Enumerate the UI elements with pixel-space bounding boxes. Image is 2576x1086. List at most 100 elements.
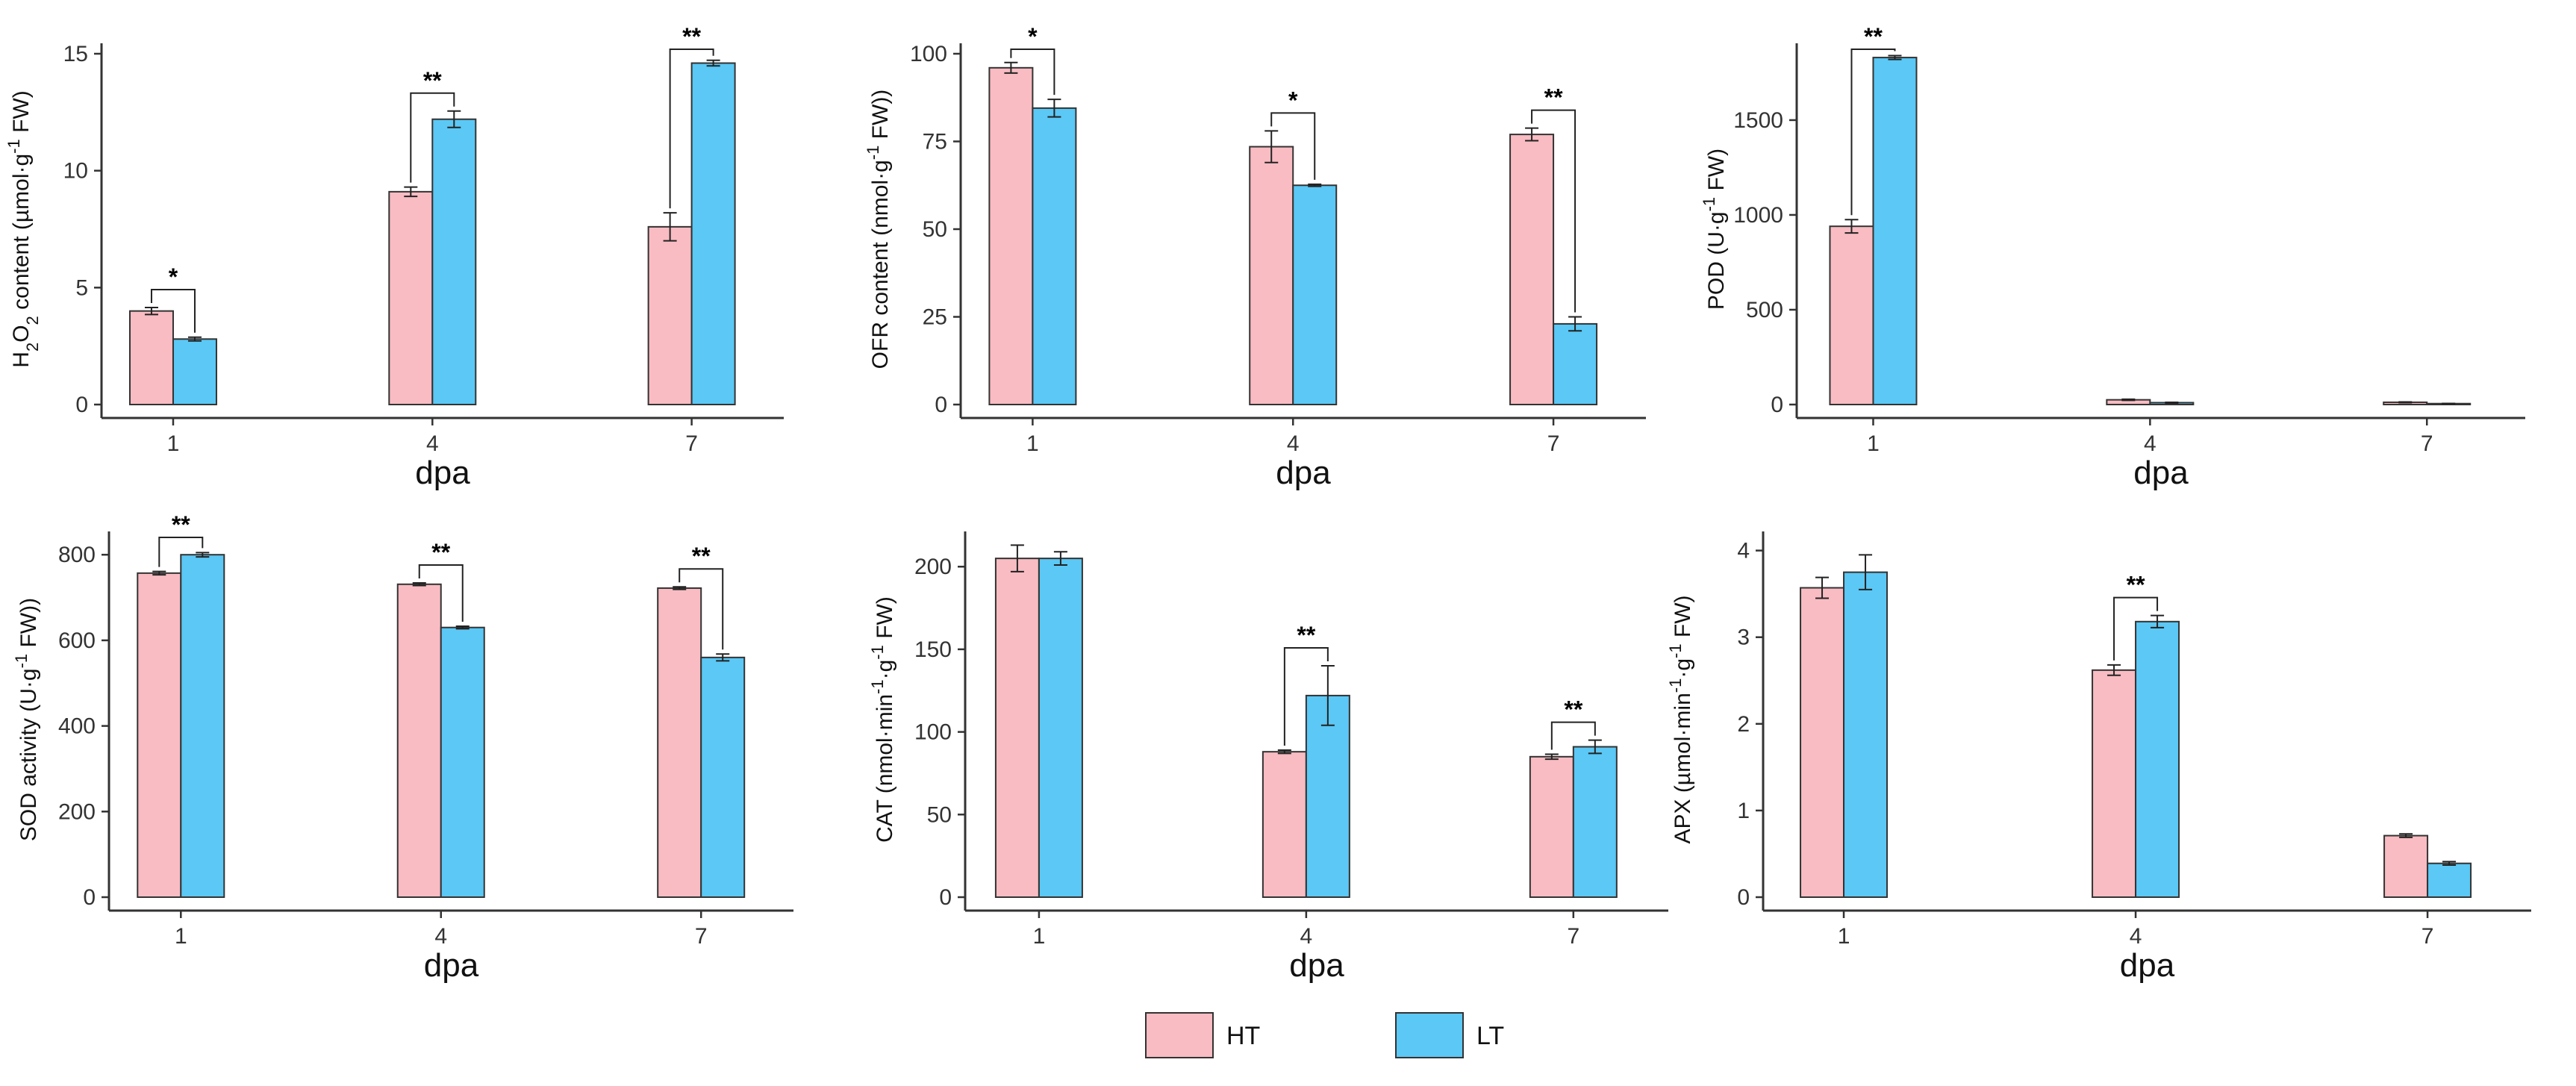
panel-sod: 0 200 400 600 800 SOD activity (U·g-1 FW)) dpa… (12, 511, 793, 984)
significance-bracket (1550, 721, 1596, 750)
y-axis-label: OFR content (nmol·g-1 FW)) (864, 90, 894, 369)
x-tick-label: 1 (1867, 431, 1880, 456)
y-tick-label: 50 (923, 217, 947, 242)
bar-ht-4 (1262, 751, 1307, 899)
y-axis-label: CAT (nmol·min-1·g-1 FW) (868, 596, 898, 843)
x-tick-label: 1 (1838, 924, 1850, 949)
y-tick-label: 600 (58, 628, 96, 653)
y-tick-label: 100 (910, 42, 947, 66)
significance-label: ** (1297, 622, 1315, 649)
x-axis-title: dpa (424, 947, 479, 984)
x-tick-label: 1 (1033, 924, 1046, 949)
y-tick-label: 400 (58, 714, 96, 739)
x-tick-label: 7 (1547, 431, 1560, 456)
y-tick-label: 0 (83, 885, 96, 910)
bar-ht-7 (647, 225, 693, 405)
bar-lt-7 (690, 62, 736, 406)
significance-label: ** (1564, 696, 1582, 723)
x-axis-title: dpa (1276, 455, 1331, 491)
significance-label: ** (172, 511, 190, 538)
legend-swatch-ht (1145, 1012, 1214, 1058)
y-tick-label: 10 (63, 159, 88, 184)
significance-bracket (1270, 112, 1316, 180)
y-tick-label: 4 (1737, 539, 1750, 564)
bar-ht-4 (1249, 146, 1294, 406)
significance-label: ** (431, 539, 450, 566)
x-tick-label: 7 (685, 431, 698, 456)
bar-lt-4 (1292, 184, 1338, 405)
panel-ofr: 0 25 50 75 100 OFR content (nmol·g-1 FW)) dpa 1… (864, 23, 1646, 491)
x-tick-label: 7 (1567, 924, 1579, 949)
bar-ht-4 (2092, 669, 2137, 898)
x-tick-label: 4 (2130, 924, 2142, 949)
significance-bracket (679, 568, 724, 650)
bar-lt-7 (1572, 746, 1618, 898)
x-axis-title: dpa (2120, 947, 2175, 984)
panel-cat: 0 50 100 150 200 CAT (nmol·min-1·g-1 FW) dpa 1 4… (868, 531, 1668, 984)
legend-label-lt: LT (1476, 1022, 1504, 1050)
significance-bracket (1283, 647, 1329, 746)
x-tick-label: 4 (1300, 924, 1313, 949)
bar-lt-1 (1843, 571, 1889, 898)
panel-h2o2: 0 5 10 15 H2O2 content (µmol·g-1 FW) dpa 1 * 4 **… (4, 23, 784, 491)
significance-label: ** (682, 23, 701, 50)
y-tick-label: 1 (1737, 799, 1750, 823)
bar-ht-1 (1829, 225, 1874, 405)
x-axis-title: dpa (2133, 455, 2189, 491)
y-tick-label: 75 (923, 130, 947, 155)
y-tick-label: 2 (1737, 712, 1750, 737)
bar-lt-7 (1553, 322, 1598, 405)
x-tick-label: 7 (695, 924, 708, 949)
significance-bracket (150, 288, 196, 333)
x-axis-title: dpa (1289, 947, 1344, 984)
y-axis-label: POD (U·g-1 FW) (1700, 149, 1730, 310)
bar-lt-4 (431, 118, 477, 405)
x-tick-label: 1 (1026, 431, 1039, 456)
legend-swatch-lt (1395, 1012, 1464, 1058)
significance-label: ** (1864, 23, 1883, 50)
bar-lt-4 (2135, 620, 2180, 898)
y-axis-label: H2O2 content (µmol·g-1 FW) (4, 90, 42, 367)
bar-ht-7 (1529, 755, 1574, 899)
x-tick-label: 7 (2421, 924, 2434, 949)
significance-bracket (669, 49, 714, 209)
bar-lt-4 (440, 626, 485, 898)
bar-ht-1 (1800, 587, 1845, 898)
y-tick-label: 200 (58, 799, 96, 824)
significance-label: * (1288, 87, 1298, 113)
legend-label-ht: HT (1226, 1022, 1260, 1050)
x-axis-title: dpa (415, 455, 470, 491)
significance-bracket (2113, 596, 2159, 661)
y-tick-label: 0 (1771, 393, 1783, 417)
y-tick-label: 0 (75, 393, 88, 417)
y-tick-label: 800 (58, 543, 96, 567)
bar-ht-4 (396, 583, 442, 898)
y-tick-label: 15 (63, 42, 88, 66)
y-tick-label: 0 (939, 885, 952, 910)
bar-lt-1 (1872, 57, 1918, 405)
y-tick-label: 50 (927, 802, 952, 827)
y-tick-label: 5 (75, 275, 88, 300)
bar-lt-7 (700, 656, 746, 898)
bar-lt-1 (180, 554, 225, 898)
bar-lt-7 (2427, 862, 2472, 898)
y-tick-label: 0 (935, 393, 947, 417)
significance-label: * (169, 263, 178, 290)
y-axis-label: SOD activity (U·g-1 FW)) (12, 598, 42, 841)
x-tick-label: 4 (1287, 431, 1300, 456)
bar-ht-1 (988, 66, 1034, 406)
bar-ht-1 (994, 558, 1040, 898)
y-tick-label: 100 (914, 720, 952, 745)
significance-label: ** (1544, 84, 1563, 111)
bar-lt-1 (1038, 558, 1083, 898)
significance-bracket (158, 537, 204, 567)
y-tick-label: 25 (923, 305, 947, 330)
x-tick-label: 4 (434, 924, 447, 949)
bar-ht-7 (2383, 834, 2429, 898)
y-axis-label: APX (µmol·min-1·g-1 FW) (1666, 595, 1696, 843)
bar-lt-1 (1032, 107, 1077, 405)
bar-lt-1 (172, 338, 217, 405)
panel-apx: 0 1 2 3 4 APX (µmol·min-1·g-1 FW) dpa 1 4 ** 7 (1666, 531, 2531, 984)
